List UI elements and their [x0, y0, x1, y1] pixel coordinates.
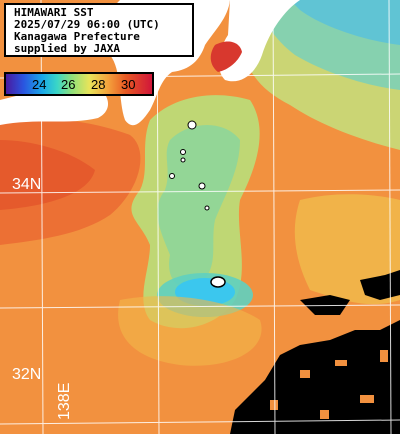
lon-line-139 [156, 0, 160, 434]
title-box: HIMAWARI SST 2025/07/29 06:00 (UTC) Kana… [4, 3, 194, 57]
no-data-holes [270, 350, 388, 419]
cool-core [157, 125, 240, 289]
warm-band-east [294, 194, 400, 305]
land-kanagawa [218, 0, 300, 82]
legend-tick-26: 26 [61, 77, 76, 92]
island-oshima [187, 120, 197, 130]
title-line-product: HIMAWARI SST [14, 6, 94, 19]
warm-band-south [118, 296, 262, 366]
legend-tick-30: 30 [121, 77, 136, 92]
color-legend: 24 26 28 30 [4, 72, 154, 96]
island-toshima [180, 149, 186, 155]
legend-gradient [6, 74, 152, 94]
lat-line-34 [0, 189, 400, 194]
lat-line-32 [0, 419, 400, 425]
island-hachijojima [210, 276, 226, 288]
island-niijima [180, 157, 186, 163]
island-shikinejima [169, 173, 175, 179]
island-miyakejima [204, 205, 210, 211]
title-line-region: Kanagawa Prefecture [14, 30, 140, 43]
hot-bay [210, 41, 242, 72]
legend-tick-24: 24 [32, 77, 47, 92]
land-west-coast [0, 88, 109, 125]
lon-line-140 [272, 0, 276, 434]
lon-line-141 [388, 0, 392, 434]
title-line-credit: supplied by JAXA [14, 42, 120, 55]
lat-label-32n: 32N [12, 366, 42, 383]
colder-northeast [290, 0, 400, 45]
island-kozushima [198, 182, 206, 190]
lat-line-33 [0, 304, 400, 309]
lon-label-138e: 138E [56, 382, 73, 420]
lat-label-34n: 34N [12, 176, 42, 193]
legend-tick-28: 28 [91, 77, 106, 92]
title-line-timestamp: 2025/07/29 06:00 (UTC) [14, 18, 160, 31]
